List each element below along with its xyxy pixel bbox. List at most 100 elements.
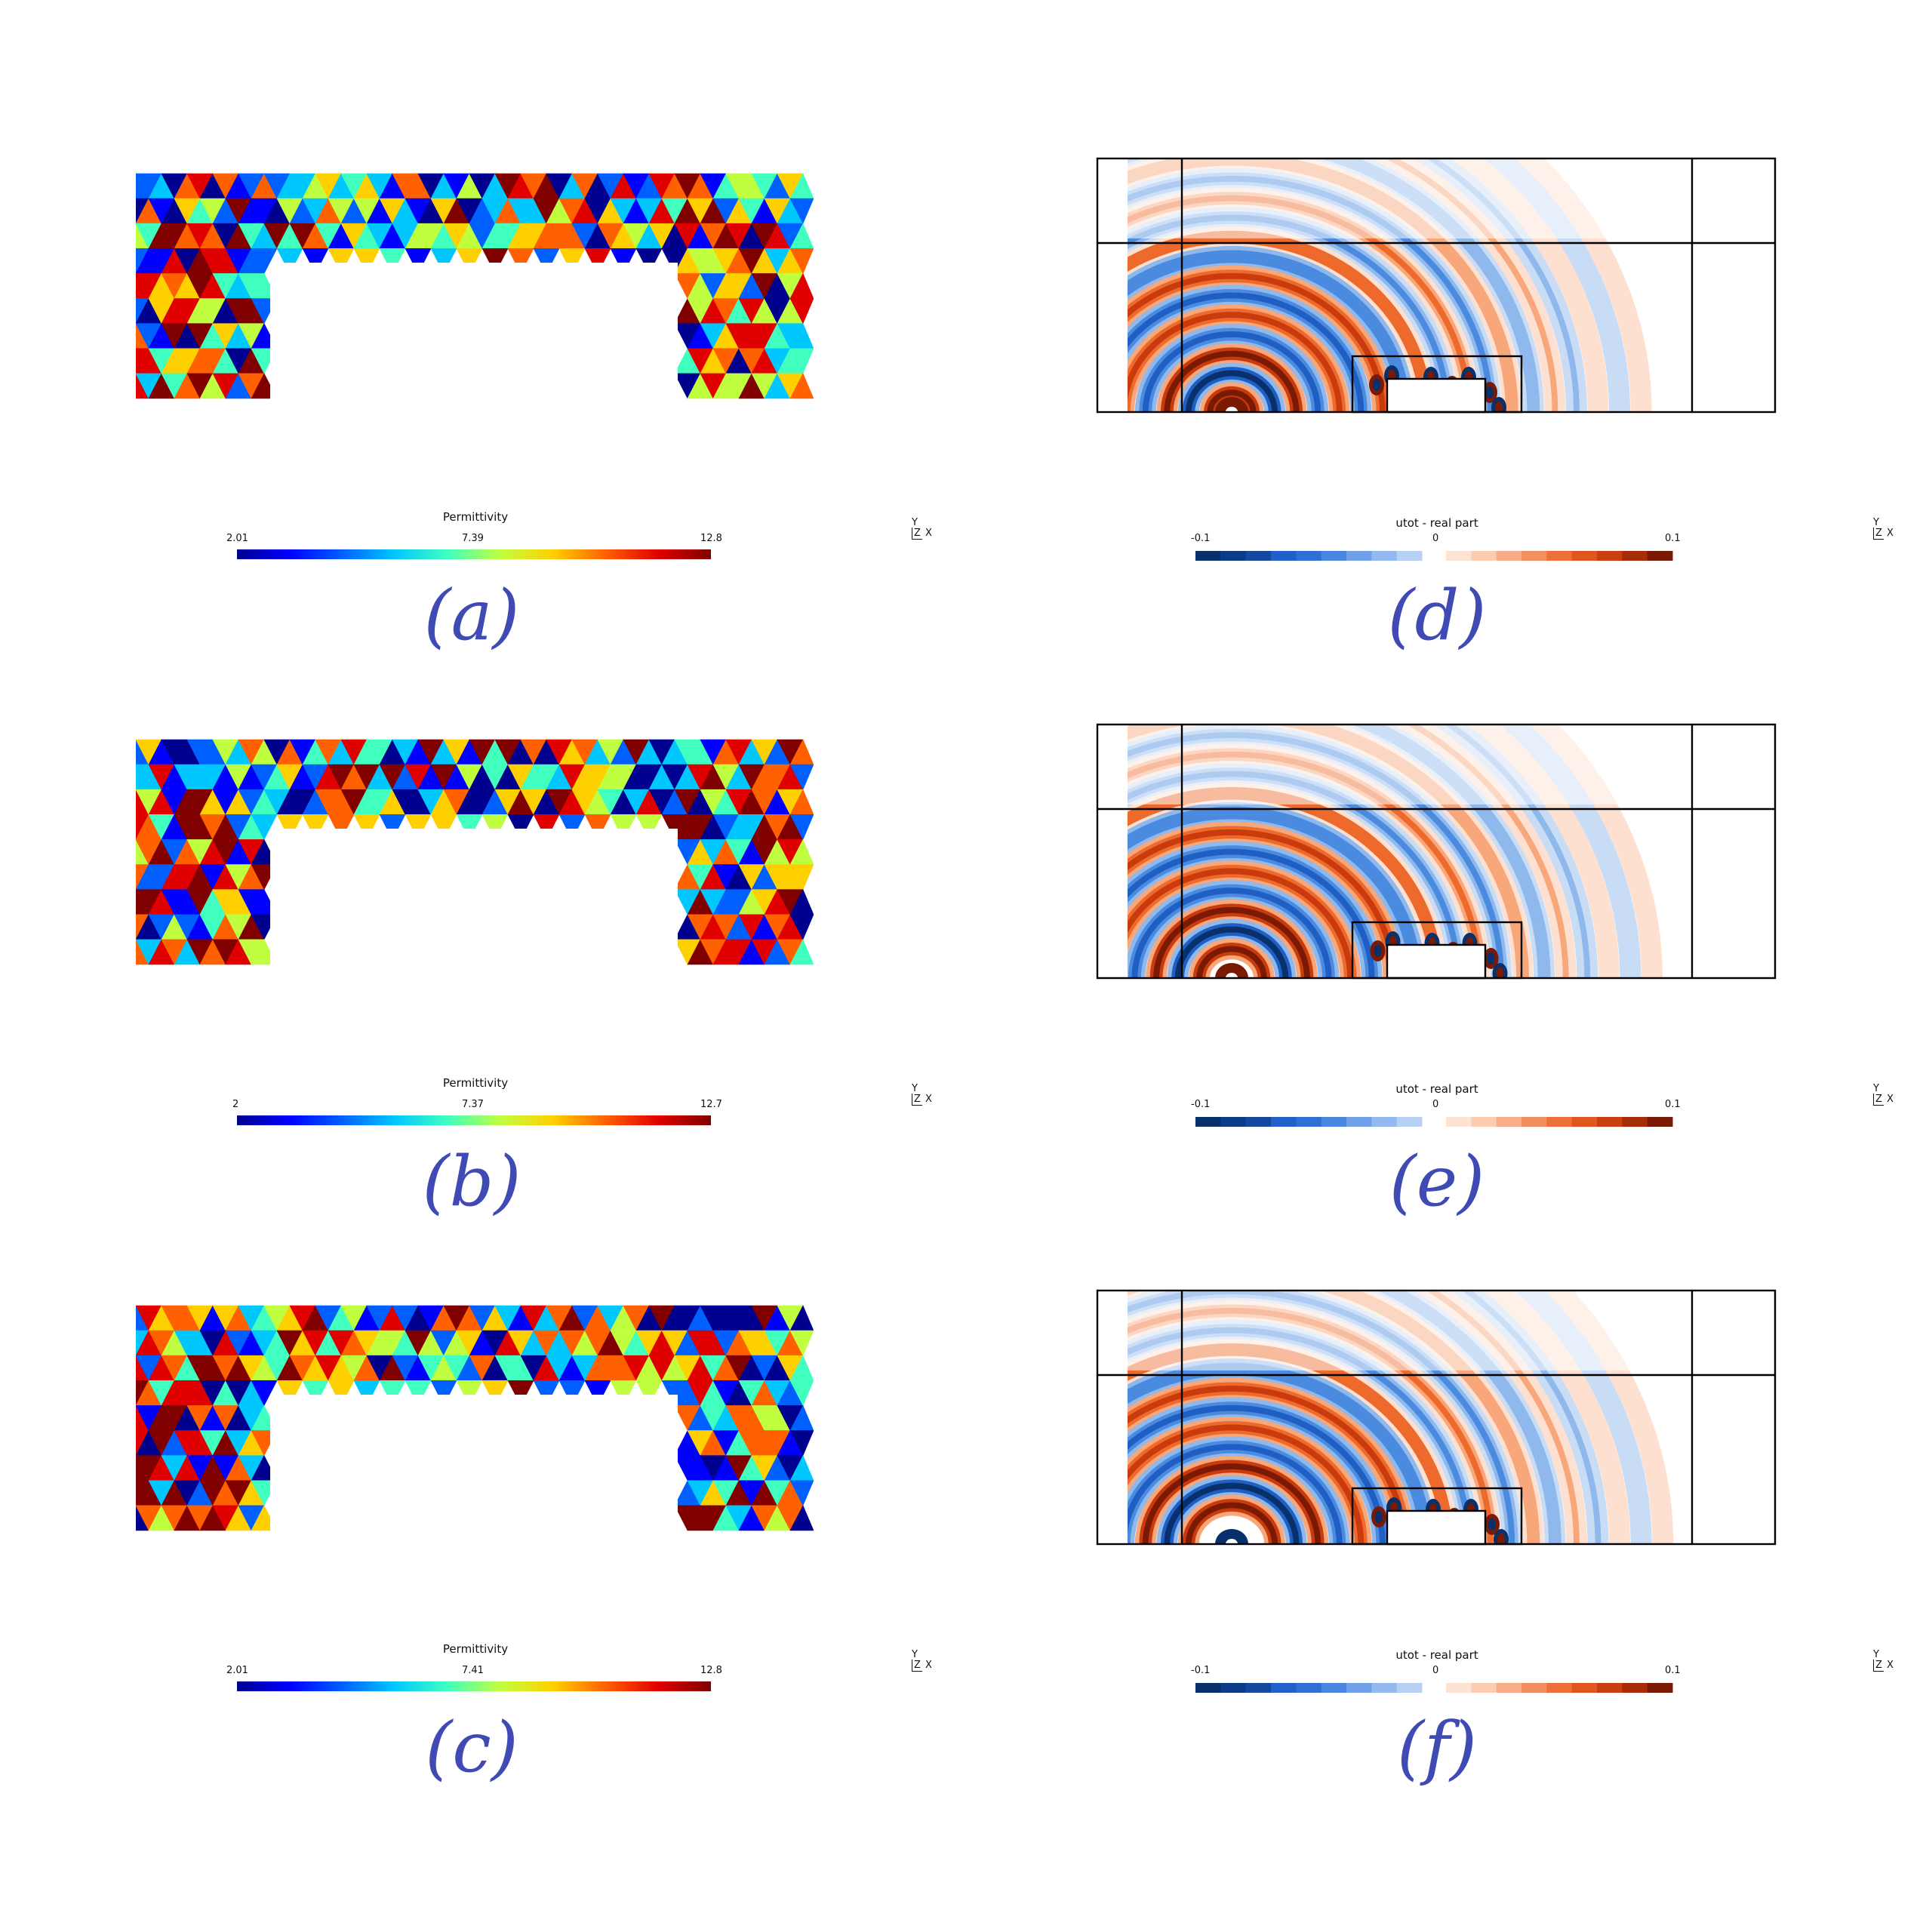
source-core	[1215, 1529, 1248, 1544]
colorbar-min: 2.01	[226, 533, 248, 544]
colorbar-step	[1521, 551, 1547, 561]
colorbar-step	[1446, 1117, 1472, 1127]
permittivity-mesh-c	[0, 1132, 962, 1789]
colorbar-step	[1321, 1117, 1347, 1127]
colorbar-mid: 0	[1432, 1099, 1439, 1110]
mesh-triangle	[584, 1380, 611, 1407]
scatterer-cavity	[1387, 945, 1485, 978]
mesh-triangle	[302, 814, 329, 841]
field-contours	[1097, 158, 1775, 412]
mesh-elements	[135, 173, 814, 399]
source-core	[1215, 397, 1248, 412]
colorbar-title: Permittivity	[442, 1076, 509, 1090]
mesh-triangle	[635, 1380, 663, 1407]
mesh-triangle	[610, 1380, 637, 1407]
colorbar-step	[1471, 1683, 1497, 1693]
colorbar-step	[1245, 551, 1272, 561]
mesh-mask	[814, 0, 962, 657]
colorbar-step	[1647, 1117, 1673, 1127]
colorbar-step	[1622, 1117, 1648, 1127]
colorbar-step	[1571, 1683, 1598, 1693]
scatterer-hotspot	[1487, 952, 1495, 964]
mesh-elements	[135, 739, 814, 965]
colorbar-step	[1271, 1117, 1297, 1127]
colorbar-step	[1546, 1683, 1573, 1693]
mesh-triangle	[610, 248, 637, 275]
colorbar-max: 0.1	[1665, 1665, 1681, 1676]
colorbar-step	[1220, 1683, 1247, 1693]
colorbar-title: Permittivity	[442, 510, 509, 524]
mesh-triangle	[251, 814, 278, 841]
mesh-triangle	[789, 864, 814, 891]
wavefront-band	[1131, 888, 1332, 978]
colorbar-step	[1471, 1117, 1497, 1127]
colorbar	[237, 1681, 711, 1691]
colorbar-step	[1571, 1117, 1598, 1127]
colorbar-mid: 0	[1432, 533, 1439, 544]
colorbar-step	[1622, 551, 1648, 561]
mesh-triangle	[789, 1430, 814, 1457]
scatterer-hotspot	[1495, 401, 1503, 412]
scatterer-inner-outline	[1386, 1509, 1487, 1546]
mesh-triangle	[276, 1380, 303, 1407]
mesh-triangle	[251, 1380, 278, 1407]
panel-caption: (b)	[422, 1141, 522, 1222]
colorbar-step	[1296, 551, 1322, 561]
scatterer-cavity	[1387, 1511, 1485, 1544]
colorbar-step	[1346, 1683, 1372, 1693]
mesh-triangle	[635, 248, 663, 275]
mesh-triangle	[353, 1380, 380, 1407]
colorbar-step	[1271, 1683, 1297, 1693]
colorbar-min: 2.01	[226, 1665, 248, 1676]
source-core	[1226, 1539, 1238, 1544]
mesh-triangle	[405, 1380, 432, 1407]
colorbar-max: 12.8	[700, 533, 722, 544]
colorbar	[237, 1115, 711, 1125]
mesh-triangle	[789, 348, 814, 374]
colorbar-step	[1296, 1683, 1322, 1693]
mesh-triangle	[507, 814, 534, 841]
colorbar-step	[1371, 1683, 1398, 1693]
wavefront-band	[1153, 906, 1310, 978]
colorbar-step	[1471, 551, 1497, 561]
colorbar-step	[1195, 1117, 1221, 1127]
mesh-triangle	[456, 1380, 483, 1407]
mesh-triangle	[789, 1330, 814, 1356]
permittivity-mesh-b	[0, 566, 962, 1223]
mesh-triangle	[353, 814, 380, 841]
mesh-triangle	[789, 298, 814, 325]
colorbar-title: utot - real part	[1395, 516, 1478, 530]
mesh-triangle	[328, 248, 355, 275]
mesh-triangle	[789, 373, 814, 399]
mesh-triangle	[789, 914, 814, 940]
mesh-mask	[0, 1132, 136, 1789]
mesh-triangle	[584, 814, 611, 841]
pml-fade	[1097, 1291, 1128, 1544]
mesh-triangle	[533, 814, 560, 841]
colorbar-step	[1546, 1117, 1573, 1127]
colorbar-step	[1496, 1117, 1522, 1127]
mesh-triangle	[456, 248, 483, 275]
mesh-hole	[270, 263, 678, 400]
wavefront-band	[1110, 868, 1353, 978]
colorbar-step	[1622, 1683, 1648, 1693]
colorbar-step	[1296, 1117, 1322, 1127]
scatterer-hotspot	[1375, 1511, 1383, 1523]
colorbar-max: 0.1	[1665, 533, 1681, 544]
panel-caption: (f)	[1397, 1707, 1477, 1788]
wavefront-band	[1099, 292, 1365, 412]
mesh-triangle	[507, 1380, 534, 1407]
colorbar-step	[1521, 1683, 1547, 1693]
mesh-triangle	[302, 1380, 329, 1407]
mesh-triangle	[533, 1380, 560, 1407]
mesh-triangle	[430, 1380, 457, 1407]
field-plot-e	[1096, 723, 1777, 1127]
mesh-triangle	[379, 814, 406, 841]
colorbar-step	[1195, 1683, 1221, 1693]
colorbar-step	[1496, 1683, 1522, 1693]
colorbar-step	[1546, 551, 1573, 561]
permittivity-mesh-a	[0, 0, 962, 657]
